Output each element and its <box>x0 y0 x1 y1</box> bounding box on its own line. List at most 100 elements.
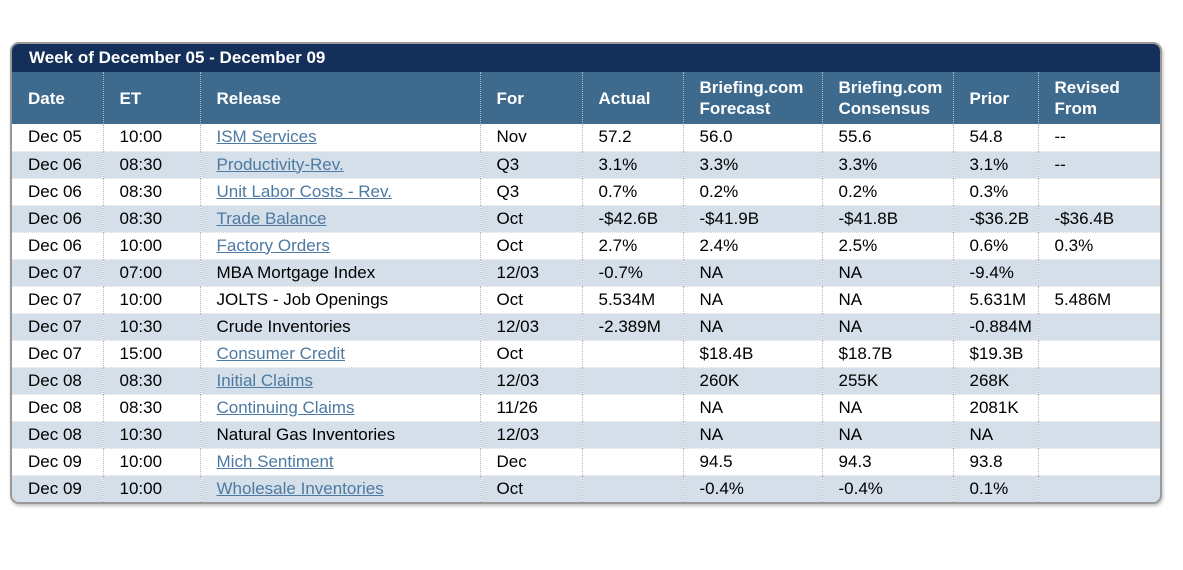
cell-consensus: 255K <box>821 366 953 394</box>
cell-revised <box>1037 393 1160 421</box>
cell-for: Oct <box>479 285 582 313</box>
cell-actual <box>581 420 683 448</box>
cell-release: MBA Mortgage Index <box>199 258 480 286</box>
release-link[interactable]: Productivity-Rev. <box>216 154 344 174</box>
release-link[interactable]: Initial Claims <box>216 370 313 390</box>
cell-revised <box>1037 177 1160 205</box>
cell-for: 12/03 <box>479 312 582 340</box>
cell-revised <box>1037 447 1160 475</box>
table-row: Dec 06 08:30 Productivity-Rev. Q3 3.1% 3.3% 3.… <box>12 150 1160 178</box>
cell-et: 10:00 <box>102 231 200 259</box>
release-link[interactable]: Trade Balance <box>216 208 327 228</box>
column-header-for: For <box>479 72 582 124</box>
cell-prior: 93.8 <box>952 447 1038 475</box>
week-title: Week of December 05 - December 09 <box>29 48 326 67</box>
cell-actual: 57.2 <box>581 124 683 151</box>
cell-for: Dec <box>479 447 582 475</box>
cell-actual <box>581 474 683 502</box>
table-row: Dec 07 07:00 MBA Mortgage Index 12/03 -0.7% N… <box>12 258 1160 286</box>
cell-forecast: -$41.9B <box>682 204 822 232</box>
cell-prior: 3.1% <box>952 150 1038 178</box>
table-row: Dec 07 10:00 JOLTS - Job Openings Oct 5.534M… <box>12 285 1160 313</box>
cell-date: Dec 09 <box>12 474 103 502</box>
cell-for: Oct <box>479 339 582 367</box>
column-header-forecast: Briefing.com Forecast <box>682 72 822 124</box>
release-link[interactable]: ISM Services <box>216 127 317 147</box>
table-row: Dec 08 10:30 Natural Gas Inventories 12/03 N… <box>12 420 1160 448</box>
cell-release: Wholesale Inventories <box>199 474 480 502</box>
cell-consensus: NA <box>821 285 953 313</box>
cell-prior: 5.631M <box>952 285 1038 313</box>
cell-et: 10:00 <box>102 447 200 475</box>
table-header: Date ET Release For Actual Briefing.com Forec… <box>12 72 1160 124</box>
cell-forecast: 2.4% <box>682 231 822 259</box>
cell-actual: -$42.6B <box>581 204 683 232</box>
cell-prior: -9.4% <box>952 258 1038 286</box>
cell-release: Natural Gas Inventories <box>199 420 480 448</box>
cell-et: 10:30 <box>102 420 200 448</box>
cell-prior: -0.884M <box>952 312 1038 340</box>
table-row: Dec 07 10:30 Crude Inventories 12/03 -2.389M… <box>12 312 1160 340</box>
column-header-consensus: Briefing.com Consensus <box>821 72 953 124</box>
cell-et: 08:30 <box>102 366 200 394</box>
column-header-date: Date <box>12 72 103 124</box>
cell-release: Consumer Credit <box>199 339 480 367</box>
cell-et: 10:00 <box>102 285 200 313</box>
week-title-bar: Week of December 05 - December 09 <box>12 44 1160 72</box>
table-row: Dec 08 08:30 Initial Claims 12/03 260K 255K 26… <box>12 366 1160 394</box>
release-link[interactable]: Factory Orders <box>216 235 330 255</box>
cell-release: Continuing Claims <box>199 393 480 421</box>
release-link[interactable]: Consumer Credit <box>216 343 346 363</box>
cell-date: Dec 08 <box>12 366 103 394</box>
table-row: Dec 08 08:30 Continuing Claims 11/26 NA NA 208… <box>12 393 1160 421</box>
cell-forecast: NA <box>682 420 822 448</box>
table-row: Dec 09 10:00 Mich Sentiment Dec 94.5 94.3 93.8 <box>12 447 1160 475</box>
cell-forecast: NA <box>682 285 822 313</box>
cell-et: 08:30 <box>102 393 200 421</box>
cell-et: 15:00 <box>102 339 200 367</box>
cell-date: Dec 08 <box>12 393 103 421</box>
cell-date: Dec 06 <box>12 177 103 205</box>
cell-revised: -- <box>1037 124 1160 151</box>
cell-for: Oct <box>479 474 582 502</box>
release-link[interactable]: Continuing Claims <box>216 397 355 417</box>
cell-revised: -- <box>1037 150 1160 178</box>
cell-revised <box>1037 258 1160 286</box>
cell-prior: $19.3B <box>952 339 1038 367</box>
cell-forecast: 56.0 <box>682 124 822 151</box>
cell-forecast: $18.4B <box>682 339 822 367</box>
cell-prior: 54.8 <box>952 124 1038 151</box>
cell-date: Dec 05 <box>12 124 103 151</box>
cell-date: Dec 07 <box>12 339 103 367</box>
table-row: Dec 05 10:00 ISM Services Nov 57.2 56.0 55.6 54… <box>12 124 1160 151</box>
cell-revised: -$36.4B <box>1037 204 1160 232</box>
cell-consensus: $18.7B <box>821 339 953 367</box>
cell-for: 12/03 <box>479 258 582 286</box>
cell-for: Oct <box>479 204 582 232</box>
release-link[interactable]: Wholesale Inventories <box>216 478 384 498</box>
column-header-revised: Revised From <box>1037 72 1160 124</box>
table-row: Dec 06 10:00 Factory Orders Oct 2.7% 2.4% 2.5%… <box>12 231 1160 259</box>
cell-consensus: NA <box>821 258 953 286</box>
column-header-release: Release <box>199 72 480 124</box>
cell-revised <box>1037 312 1160 340</box>
cell-actual: -2.389M <box>581 312 683 340</box>
cell-actual: 3.1% <box>581 150 683 178</box>
table-body: Dec 05 10:00 ISM Services Nov 57.2 56.0 55.6 54… <box>12 124 1160 502</box>
cell-date: Dec 09 <box>12 447 103 475</box>
cell-forecast: 94.5 <box>682 447 822 475</box>
cell-date: Dec 06 <box>12 231 103 259</box>
cell-forecast: NA <box>682 393 822 421</box>
release-link[interactable]: Mich Sentiment <box>216 451 334 471</box>
cell-consensus: 2.5% <box>821 231 953 259</box>
column-header-et: ET <box>102 72 200 124</box>
cell-prior: -$36.2B <box>952 204 1038 232</box>
release-link[interactable]: Unit Labor Costs - Rev. <box>216 181 392 201</box>
cell-consensus: 0.2% <box>821 177 953 205</box>
column-header-actual: Actual <box>581 72 683 124</box>
cell-forecast: -0.4% <box>682 474 822 502</box>
cell-consensus: NA <box>821 420 953 448</box>
cell-forecast: 260K <box>682 366 822 394</box>
cell-release: Initial Claims <box>199 366 480 394</box>
cell-for: Q3 <box>479 150 582 178</box>
